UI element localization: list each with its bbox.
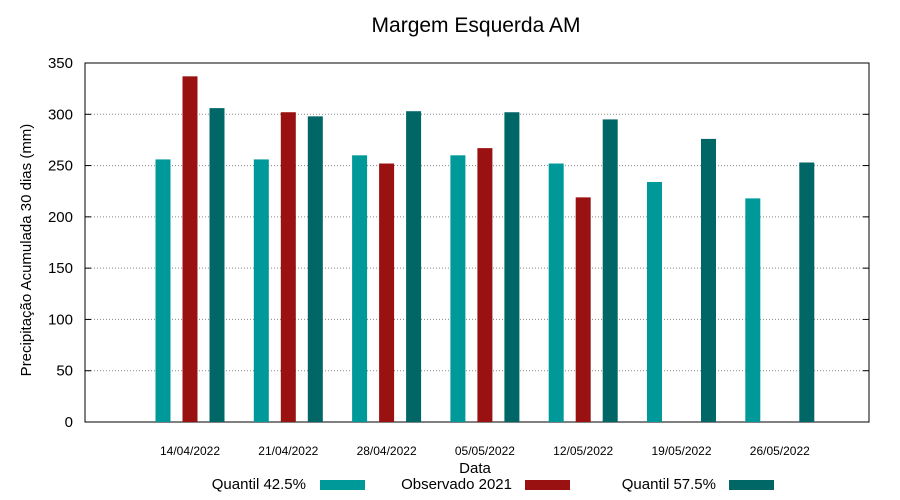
x-axis-label: Data xyxy=(459,460,491,477)
y-axis-label: Precipitação Acumulada 30 dias (mm) xyxy=(18,124,35,377)
bar xyxy=(602,119,618,423)
y-tick-label: 50 xyxy=(56,363,73,380)
legend: Quantil 42.5% Observado 2021 Quantil 57.5% xyxy=(212,476,774,493)
y-tick-label: 350 xyxy=(48,55,73,72)
x-tick-label: 19/05/2022 xyxy=(651,444,711,458)
x-tick-label: 05/05/2022 xyxy=(455,444,515,458)
y-tick-label: 250 xyxy=(48,158,73,175)
x-tick-label: 12/05/2022 xyxy=(553,444,613,458)
y-tick-label: 200 xyxy=(48,209,73,226)
bar xyxy=(209,108,225,422)
x-tick-label: 21/04/2022 xyxy=(258,444,318,458)
bar xyxy=(182,76,198,422)
bar xyxy=(647,181,662,422)
bar xyxy=(379,163,395,422)
bar xyxy=(280,112,296,422)
bar xyxy=(504,112,520,422)
bar xyxy=(406,111,422,423)
legend-label: Quantil 57.5% xyxy=(622,476,716,493)
y-tick-label: 100 xyxy=(48,311,73,328)
bar xyxy=(575,197,591,422)
legend-swatch xyxy=(525,480,570,490)
bar xyxy=(701,138,716,422)
y-axis-ticks: 0 50 100 150 200 250 300 350 xyxy=(48,55,869,431)
legend-swatch xyxy=(729,480,774,490)
x-axis-ticks: 14/04/2022 21/04/2022 28/04/2022 05/05/2022… xyxy=(160,444,810,458)
legend-swatch xyxy=(320,480,365,490)
bar xyxy=(253,159,269,422)
bar xyxy=(450,155,466,423)
legend-label: Quantil 42.5% xyxy=(212,476,306,493)
y-tick-label: 300 xyxy=(48,106,73,123)
x-tick-label: 26/05/2022 xyxy=(750,444,810,458)
bar xyxy=(477,148,493,423)
bar xyxy=(799,162,815,422)
y-tick-label: 150 xyxy=(48,260,73,277)
x-tick-label: 14/04/2022 xyxy=(160,444,220,458)
bar xyxy=(745,198,761,422)
legend-label: Observado 2021 xyxy=(401,476,512,493)
chart-title: Margem Esquerda AM xyxy=(372,14,581,37)
bars xyxy=(155,76,815,423)
bar xyxy=(155,159,171,422)
bar xyxy=(548,163,564,422)
x-tick-label: 28/04/2022 xyxy=(357,444,417,458)
bar xyxy=(352,155,368,423)
bar xyxy=(307,116,323,422)
y-tick-label: 0 xyxy=(65,414,73,431)
plot-frame xyxy=(84,62,870,423)
